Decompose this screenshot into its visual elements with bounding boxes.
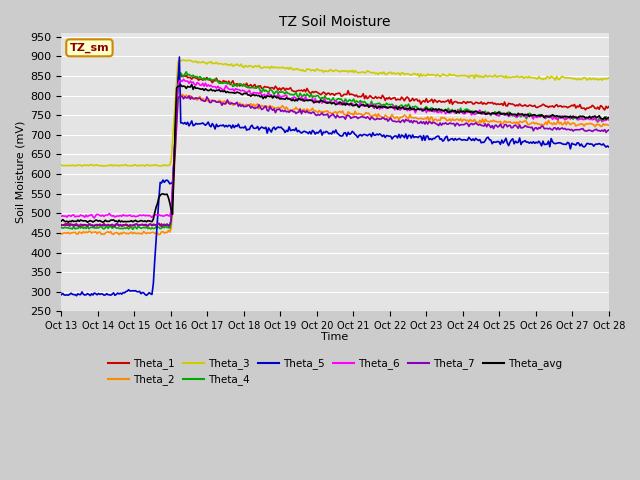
X-axis label: Time: Time [321, 333, 349, 342]
Theta_5 [277, 124, 285, 130]
Theta_1 [456, 100, 463, 106]
Theta_3 [404, 71, 412, 77]
Theta_6 [58, 213, 65, 219]
Theta_3 [277, 65, 285, 71]
Theta_4 [129, 227, 136, 232]
Theta_3 [124, 163, 131, 168]
Line: Theta_2: Theta_2 [61, 94, 609, 235]
Theta_1 [277, 87, 285, 93]
Theta_1 [404, 96, 412, 101]
Theta_1 [124, 222, 131, 228]
Theta_5 [404, 132, 412, 138]
Theta_2 [404, 116, 412, 121]
Theta_2 [239, 101, 246, 107]
Theta_4 [239, 84, 246, 89]
Theta_3 [180, 57, 188, 63]
Theta_7 [111, 224, 119, 229]
Theta_3 [141, 163, 149, 169]
Theta_4 [605, 117, 612, 123]
Theta_4 [182, 69, 190, 75]
Theta_avg [188, 82, 196, 87]
Theta_5 [458, 137, 466, 143]
Theta_7 [58, 223, 65, 228]
Theta_3 [458, 72, 466, 78]
Theta_6 [125, 213, 132, 218]
Theta_4 [458, 109, 466, 115]
Theta_7 [458, 122, 466, 128]
Theta_1 [239, 83, 246, 89]
Theta_1 [175, 72, 183, 77]
Theta_7 [185, 93, 193, 99]
Legend: Theta_1, Theta_2, Theta_3, Theta_4, Theta_5, Theta_6, Theta_7, Theta_avg: Theta_1, Theta_2, Theta_3, Theta_4, Thet… [104, 354, 566, 390]
Line: Theta_3: Theta_3 [61, 60, 609, 166]
Theta_6 [277, 95, 285, 101]
Theta_5 [239, 124, 246, 130]
Theta_5 [175, 54, 183, 60]
Theta_5 [456, 136, 463, 142]
Theta_6 [180, 76, 188, 82]
Theta_4 [404, 101, 412, 107]
Theta_avg [239, 92, 246, 97]
Theta_2 [58, 231, 65, 237]
Theta_2 [155, 232, 163, 238]
Theta_5 [58, 292, 65, 298]
Theta_4 [277, 89, 285, 95]
Line: Theta_4: Theta_4 [61, 72, 609, 229]
Theta_avg [125, 218, 132, 224]
Theta_1 [58, 222, 65, 228]
Theta_7 [239, 102, 246, 108]
Theta_7 [404, 117, 412, 123]
Theta_7 [456, 123, 463, 129]
Theta_5 [73, 293, 81, 299]
Theta_2 [458, 119, 466, 124]
Line: Theta_5: Theta_5 [61, 57, 609, 296]
Theta_avg [58, 218, 65, 224]
Y-axis label: Soil Moisture (mV): Soil Moisture (mV) [15, 121, 25, 223]
Theta_6 [90, 215, 98, 221]
Theta_1 [159, 224, 167, 230]
Theta_2 [179, 91, 186, 97]
Theta_5 [605, 144, 612, 150]
Theta_avg [458, 109, 466, 115]
Theta_2 [456, 118, 463, 123]
Theta_avg [605, 115, 612, 120]
Theta_3 [58, 162, 65, 168]
Theta_6 [404, 106, 412, 112]
Theta_7 [125, 223, 132, 228]
Theta_2 [277, 105, 285, 110]
Theta_avg [277, 96, 285, 102]
Theta_6 [605, 116, 612, 122]
Title: TZ Soil Moisture: TZ Soil Moisture [279, 15, 391, 29]
Theta_6 [239, 87, 246, 93]
Theta_3 [239, 64, 246, 70]
Theta_3 [605, 75, 612, 81]
Theta_4 [456, 109, 463, 115]
Theta_7 [605, 127, 612, 133]
Theta_1 [605, 104, 612, 109]
Theta_3 [456, 73, 463, 79]
Theta_4 [124, 225, 131, 230]
Theta_6 [456, 108, 463, 113]
Line: Theta_7: Theta_7 [61, 96, 609, 227]
Line: Theta_6: Theta_6 [61, 79, 609, 218]
Theta_6 [458, 110, 466, 116]
Theta_avg [456, 110, 463, 116]
Theta_4 [58, 225, 65, 230]
Theta_avg [404, 106, 412, 112]
Theta_5 [125, 287, 132, 293]
Theta_2 [124, 230, 131, 236]
Theta_1 [458, 100, 466, 106]
Theta_7 [277, 108, 285, 114]
Line: Theta_avg: Theta_avg [61, 84, 609, 222]
Text: TZ_sm: TZ_sm [70, 43, 109, 53]
Theta_avg [84, 219, 92, 225]
Theta_2 [605, 122, 612, 128]
Line: Theta_1: Theta_1 [61, 74, 609, 227]
